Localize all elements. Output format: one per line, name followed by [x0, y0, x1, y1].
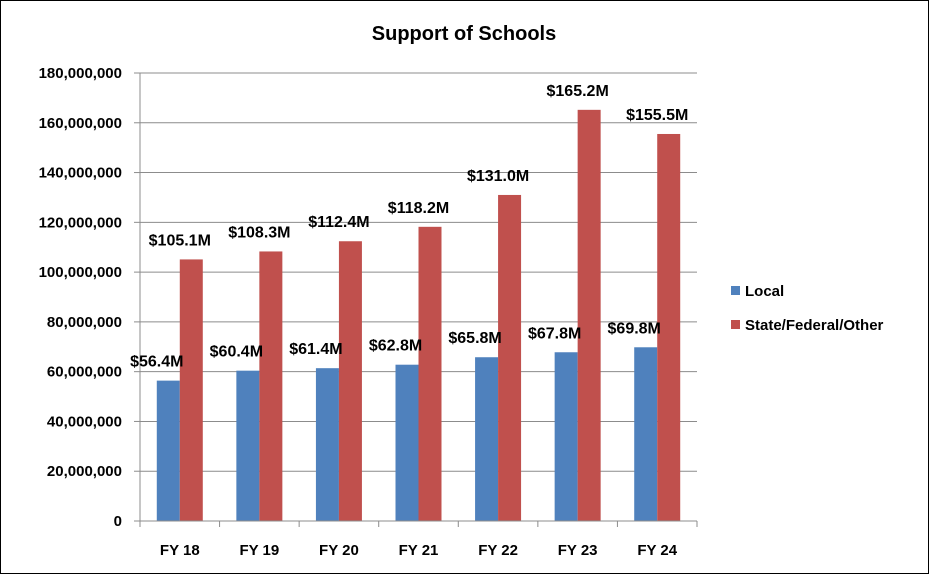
data-labels: $56.4M $105.1M $60.4M $108.3M $61.4M $112.4M $…: [130, 83, 688, 371]
x-tick-label: FY 22: [478, 542, 518, 559]
x-tick-label: FY 24: [637, 542, 677, 559]
data-label: $165.2M: [547, 83, 609, 100]
legend-swatch: [731, 286, 740, 295]
bar-state-federal-other: [498, 194, 522, 521]
bar-state-federal-other: [338, 241, 362, 521]
y-tick-label: 0: [114, 513, 122, 530]
axes: [134, 72, 698, 527]
y-tick-label: 160,000,000: [39, 115, 122, 132]
data-label: $105.1M: [149, 232, 211, 249]
data-label: $69.8M: [608, 320, 661, 337]
data-label: $56.4M: [130, 354, 183, 371]
data-label: $155.5M: [626, 107, 688, 124]
data-label: $61.4M: [289, 341, 342, 358]
bar-state-federal-other: [418, 226, 442, 521]
bar-state-federal-other: [179, 259, 203, 521]
y-tick-label: 40,000,000: [47, 413, 122, 430]
y-tick-label: 120,000,000: [39, 214, 122, 231]
legend: Local State/Federal/Other: [731, 283, 884, 334]
bar-local: [236, 370, 260, 521]
y-tick-label: 20,000,000: [47, 463, 122, 480]
data-label: $60.4M: [210, 344, 263, 361]
bar-local: [634, 347, 658, 521]
chart-title: Support of Schools: [372, 23, 556, 45]
bar-state-federal-other: [657, 133, 681, 521]
legend-label: Local: [745, 283, 784, 300]
legend-swatch: [731, 320, 740, 329]
y-tick-label: 140,000,000: [39, 165, 122, 182]
y-tick-label: 80,000,000: [47, 314, 122, 331]
y-axis-tick-labels: 0 20,000,000 40,000,000 60,000,000 80,000,00…: [39, 65, 122, 530]
data-label: $131.0M: [467, 168, 529, 185]
x-tick-label: FY 19: [239, 542, 279, 559]
data-label: $118.2M: [388, 200, 449, 217]
bar-local: [315, 368, 339, 521]
data-label: $112.4M: [308, 214, 369, 231]
y-tick-label: 60,000,000: [47, 364, 122, 381]
x-tick-label: FY 21: [399, 542, 439, 559]
bars: [156, 109, 681, 521]
data-label: $65.8M: [448, 330, 501, 347]
bar-state-federal-other: [259, 251, 283, 521]
x-tick-label: FY 23: [558, 542, 598, 559]
bar-local: [554, 352, 578, 521]
legend-label: State/Federal/Other: [745, 317, 884, 334]
x-tick-label: FY 18: [160, 542, 200, 559]
data-label: $62.8M: [369, 338, 422, 355]
data-label: $108.3M: [228, 224, 290, 241]
bar-local: [395, 364, 419, 521]
bar-local: [475, 357, 499, 521]
gridlines: [140, 72, 697, 472]
bar-state-federal-other: [577, 109, 601, 521]
x-tick-label: FY 20: [319, 542, 359, 559]
bar-local: [156, 380, 180, 521]
y-tick-label: 180,000,000: [39, 65, 122, 82]
data-label: $67.8M: [528, 325, 581, 342]
y-tick-label: 100,000,000: [39, 264, 122, 281]
x-axis-tick-labels: FY 18 FY 19 FY 20 FY 21 FY 22 FY 23 FY 24: [160, 542, 678, 559]
